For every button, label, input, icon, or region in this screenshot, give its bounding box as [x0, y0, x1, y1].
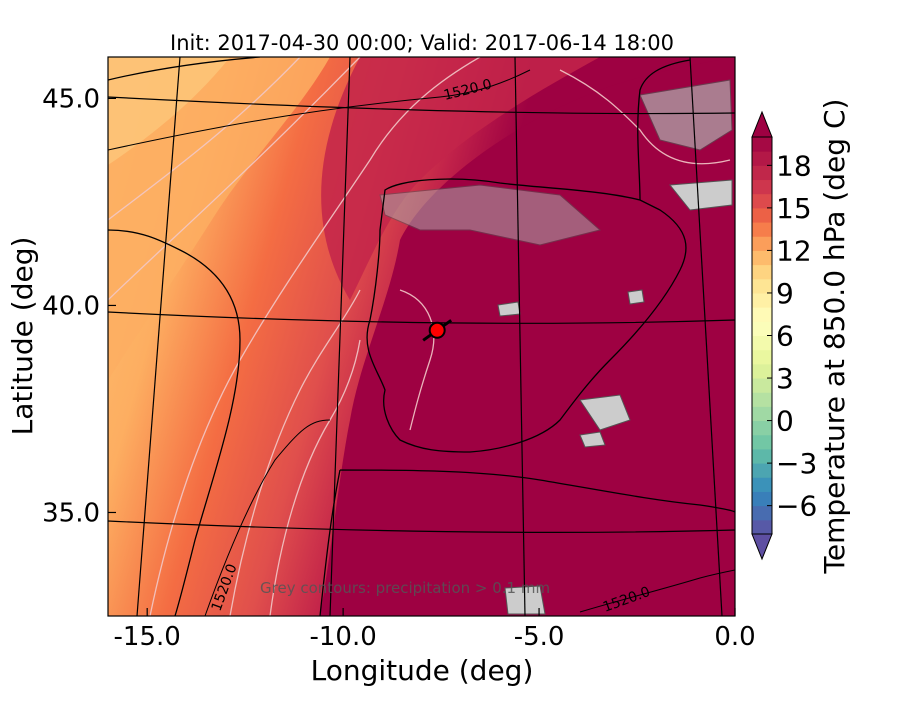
colorbar-step: [752, 505, 772, 521]
precip-patch: [669, 179, 733, 211]
graticule-lat-45: [108, 96, 735, 115]
temp-contour: [399, 289, 435, 431]
temp-contour: [149, 57, 481, 616]
colorbar-step: [752, 278, 772, 294]
colorbar-label: Temperature at 850.0 hPa (deg C): [818, 99, 851, 575]
colorbar-step: [752, 448, 772, 464]
graticule-lon-0: [689, 57, 723, 616]
coastline-iberia: [366, 178, 687, 453]
geo-contour: [579, 569, 735, 613]
graticule-lon-15: [136, 57, 181, 616]
x-tick-label: -15.0: [114, 622, 181, 652]
x-tick-label: -5.0: [514, 622, 565, 652]
coastline-atlantic: [108, 57, 261, 616]
colorbar-step: [752, 363, 772, 379]
colorbar-tick-label: 15: [776, 192, 812, 225]
geopotential-contours: [108, 69, 735, 616]
colorbar-step: [752, 222, 772, 237]
precip-patch: [579, 394, 631, 431]
colorbar: 18 15 12 9 6 3 0 −3 −6: [751, 110, 817, 561]
colorbar-step: [752, 378, 772, 393]
colorbar-step: [752, 491, 772, 507]
colorbar-step: [752, 179, 772, 195]
geo-contour: [204, 419, 331, 616]
geo-contour: [108, 69, 531, 151]
coolest-region: [108, 57, 230, 165]
precip-patch: [627, 289, 645, 305]
x-tick-label: 0.0: [714, 622, 755, 652]
hottest-region: [320, 57, 735, 616]
colorbar-tick-label: 9: [776, 277, 794, 310]
temp-contour: [269, 339, 361, 616]
colorbar-extend-max: [751, 110, 773, 138]
colorbar-step: [752, 434, 772, 450]
precip-annotation: Grey contours: precipitation > 0.1 mm: [260, 579, 550, 597]
colorbar-step: [752, 392, 772, 407]
colorbar-tick-label: 6: [776, 320, 794, 353]
colorbar-tick-label: −6: [776, 490, 817, 523]
precip-patch: [639, 79, 733, 151]
colorbar-tick-label: 12: [776, 234, 812, 267]
coastline-africa: [319, 469, 735, 616]
colorbar-step: [752, 264, 772, 280]
colorbar-step: [752, 349, 772, 365]
graticule: [108, 57, 735, 616]
colorbar-step: [752, 406, 772, 422]
colorbar-tick-label: 18: [776, 149, 812, 182]
colorbar-step: [752, 420, 772, 436]
y-tick-label: 45.0: [42, 84, 100, 114]
colorbar-step: [752, 207, 772, 223]
chart-title: Init: 2017-04-30 00:00; Valid: 2017-06-1…: [170, 31, 674, 55]
coastline-france: [637, 59, 691, 201]
graticule-lon-10: [329, 57, 351, 616]
graticule-lat-40: [108, 311, 735, 324]
y-tick-label: 40.0: [42, 291, 100, 321]
colorbar-step: [752, 477, 772, 492]
colorbar-step: [752, 307, 772, 322]
marker-layer: [422, 319, 453, 342]
temp-contour: [108, 57, 301, 221]
colorbar-step: [752, 193, 772, 209]
colorbar-step: [752, 335, 772, 351]
colorbar-step: [752, 236, 772, 251]
y-tick-label: 35.0: [42, 498, 100, 528]
graticule-lat-35: [108, 520, 735, 534]
colorbar-step: [752, 151, 772, 166]
colorbar-tick-label: 3: [776, 362, 794, 395]
plot-area: 1520.0 1520.0 1520.0 Grey contours: prec…: [108, 57, 735, 616]
colorbar-step: [752, 165, 772, 181]
plot-frame: [107, 56, 736, 617]
graticule-lon-5: [514, 57, 526, 616]
colorbar-step: [752, 463, 772, 478]
precipitation-patches: [379, 79, 733, 615]
precip-patch: [497, 301, 521, 317]
y-axis-label: Latitude (deg): [6, 237, 39, 436]
cool-region: [108, 57, 330, 380]
y-axis: 45.0 40.0 35.0: [42, 84, 116, 528]
temp-contour: [229, 289, 361, 616]
colorbar-tick-label: 0: [776, 405, 794, 438]
colorbar-tick-label: −3: [776, 447, 817, 480]
location-marker: [428, 321, 446, 339]
colorbar-step: [752, 292, 772, 308]
colorbar-step: [752, 137, 772, 152]
colorbar-extend-min: [751, 533, 773, 561]
hot-region: [321, 57, 600, 300]
colorbar-step: [752, 250, 772, 266]
x-axis-label: Longitude (deg): [311, 654, 534, 687]
precip-patch: [379, 184, 602, 246]
colorbar-step: [752, 321, 772, 336]
precip-patch: [579, 431, 606, 448]
coastlines: [108, 57, 735, 616]
x-axis: -15.0 -10.0 -5.0 0.0: [114, 608, 756, 652]
colorbar-step: [752, 519, 772, 535]
temperature-contours: [108, 57, 731, 616]
x-tick-label: -10.0: [309, 622, 376, 652]
temp-contour: [108, 57, 361, 301]
